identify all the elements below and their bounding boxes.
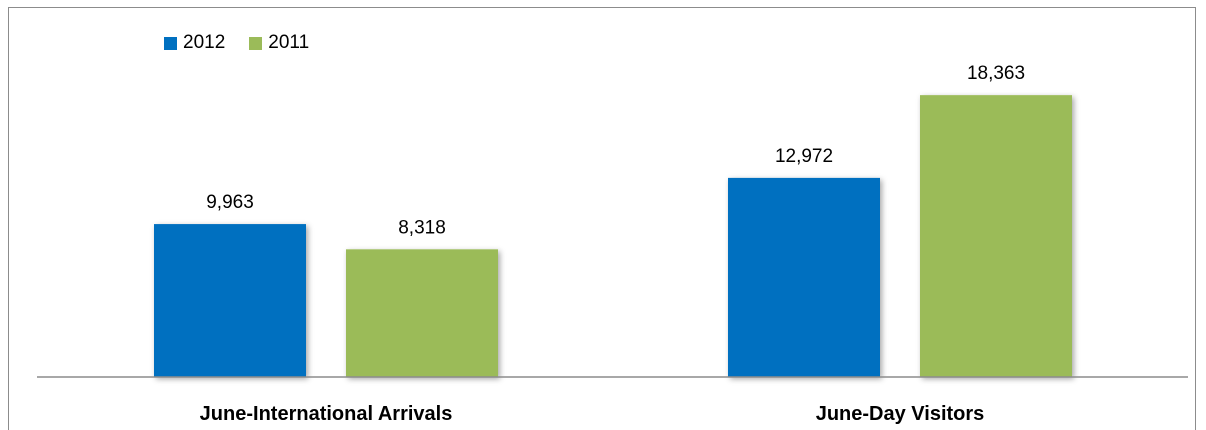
bar-2012-international-arrivals xyxy=(154,224,306,377)
legend-swatch-2011 xyxy=(249,36,263,50)
data-label-2012-day-visitors: 12,972 xyxy=(775,146,833,167)
legend-label-2011: 2011 xyxy=(268,32,310,53)
bar-2012-day-visitors xyxy=(728,177,880,377)
legend-label-2012: 2012 xyxy=(183,32,226,53)
bar-2011-day-visitors xyxy=(920,95,1072,378)
bar-2011-international-arrivals xyxy=(346,249,498,377)
legend: 2012 2011 xyxy=(164,32,309,54)
data-label-2011-international-arrivals: 8,318 xyxy=(398,217,446,238)
category-label-international-arrivals: June-International Arrivals xyxy=(200,403,453,425)
data-label-2012-international-arrivals: 9,963 xyxy=(206,192,254,213)
category-label-day-visitors: June-Day Visitors xyxy=(816,403,985,425)
legend-swatch-2012 xyxy=(164,36,177,50)
legend-item-2012: 2012 xyxy=(164,32,225,54)
data-label-2011-day-visitors: 18,363 xyxy=(967,63,1025,84)
legend-item-2011: 2011 xyxy=(249,32,309,54)
